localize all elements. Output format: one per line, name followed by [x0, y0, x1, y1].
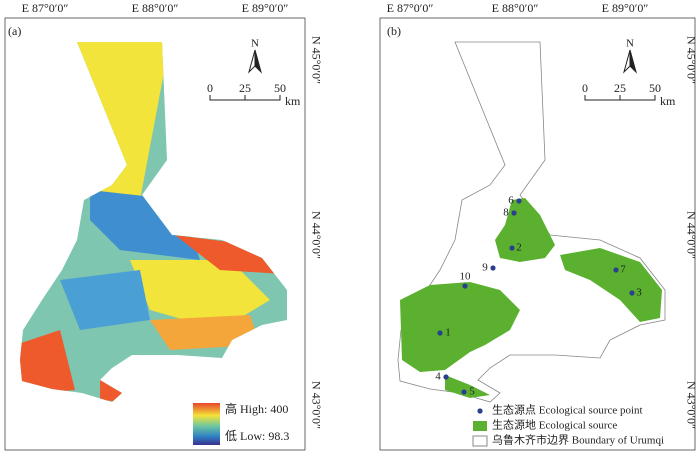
scale-unit: km	[660, 94, 676, 108]
north-arrow	[248, 49, 256, 74]
longitude-label: E 88°0′0″	[492, 1, 539, 15]
longitude-label: E 87°0′0″	[22, 1, 69, 15]
longitude-label: E 89°0′0″	[242, 1, 289, 15]
north-arrow	[623, 49, 631, 74]
north-arrow	[254, 49, 262, 74]
point-label: 7	[620, 264, 626, 276]
latitude-label: N 45°0′0″	[309, 36, 323, 84]
longitude-label: E 88°0′0″	[132, 1, 179, 15]
point-label: 3	[636, 287, 642, 299]
scale-label: 0	[207, 81, 213, 95]
point-label: 9	[482, 262, 488, 274]
scale-bar	[584, 95, 656, 101]
legend-swatch	[472, 435, 488, 447]
scale-label: 50	[649, 81, 661, 95]
panel-label: (a)	[8, 24, 21, 38]
legend-text: 乌鲁木齐市边界 Boundary of Urumqi	[492, 433, 664, 447]
latitude-label: N 44°0′0″	[684, 211, 698, 259]
point-label: 1	[445, 327, 451, 339]
latitude-label: N 43°0′0″	[309, 381, 323, 429]
legend-swatch	[473, 421, 487, 431]
panel-label: (b)	[387, 24, 401, 38]
longitude-label: E 89°0′0″	[602, 1, 649, 15]
north-arrow	[629, 49, 637, 74]
source-point	[511, 210, 517, 216]
legend-low: 低 Low: 98.3	[225, 429, 289, 443]
source-point	[509, 245, 515, 251]
scale-unit: km	[285, 94, 301, 108]
map-frame	[379, 17, 696, 451]
source-point	[443, 374, 449, 380]
north-label: N	[251, 38, 259, 50]
source-point	[437, 330, 443, 336]
point-label: 5	[469, 386, 475, 398]
source-point	[613, 267, 619, 273]
point-label: 2	[516, 242, 522, 254]
latitude-label: N 44°0′0″	[309, 211, 323, 259]
legend-ramp	[193, 403, 220, 445]
scale-label: 50	[274, 81, 286, 95]
legend-point	[477, 408, 483, 414]
source-point	[490, 265, 496, 271]
source-point	[629, 290, 635, 296]
point-label: 10	[460, 271, 472, 283]
scale-label: 0	[582, 81, 588, 95]
legend-high: 高 High: 400	[225, 401, 288, 416]
legend-text: 生态源点 Ecological source point	[492, 403, 643, 417]
north-label: N	[626, 38, 634, 50]
scale-label: 25	[614, 81, 626, 95]
latitude-label: N 43°0′0″	[684, 381, 698, 429]
source-point	[516, 198, 522, 204]
point-label: 8	[503, 207, 509, 219]
source-point	[462, 283, 468, 289]
legend-text: 生态源地 Ecological source	[492, 418, 617, 432]
point-label: 6	[508, 195, 514, 207]
point-label: 4	[435, 371, 441, 383]
source-point	[461, 389, 467, 395]
latitude-label: N 45°0′0″	[684, 36, 698, 84]
scale-label: 25	[239, 81, 251, 95]
panel-b	[379, 17, 696, 451]
ecological-source	[400, 198, 662, 398]
longitude-label: E 87°0′0″	[387, 1, 434, 15]
raster-map	[20, 42, 287, 402]
panel-a	[4, 17, 306, 451]
scale-bar	[209, 95, 281, 101]
color-ramp	[193, 403, 220, 445]
map-frame	[4, 17, 306, 451]
